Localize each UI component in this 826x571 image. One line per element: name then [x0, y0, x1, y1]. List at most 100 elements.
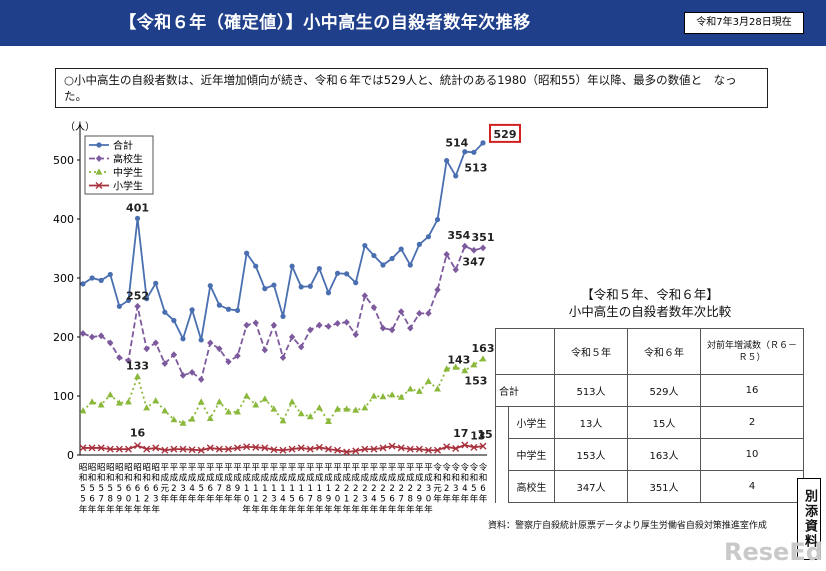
data-point	[470, 246, 478, 254]
data-point	[134, 215, 141, 222]
data-point	[479, 442, 487, 450]
x-tick-label: 令和 4 年	[461, 461, 470, 505]
data-point	[406, 445, 414, 453]
table-cell-elementary-diff: 2	[700, 406, 804, 439]
data-point	[252, 401, 260, 408]
data-point	[179, 419, 187, 426]
data-label: 354	[447, 229, 470, 242]
data-point	[334, 270, 341, 276]
data-point	[98, 277, 104, 283]
table-cell-high-school-r6: 351人	[627, 470, 701, 503]
table-header-r6: 令和６年	[627, 328, 701, 375]
data-point	[434, 446, 442, 454]
data-label: 153	[464, 375, 487, 388]
data-point	[371, 252, 377, 259]
table-cell-total-diff: 16	[700, 374, 804, 407]
data-point	[243, 321, 250, 329]
data-point	[452, 445, 460, 453]
table-cell-elementary-r5: 13人	[554, 406, 628, 439]
y-tick-label: 500	[53, 154, 74, 167]
data-point	[361, 404, 369, 411]
data-point	[424, 446, 432, 454]
data-point	[388, 326, 396, 334]
x-tick-label: 平成 1 8 年	[315, 462, 324, 515]
data-point	[106, 445, 114, 453]
data-point	[270, 321, 278, 329]
data-point	[407, 324, 414, 332]
data-point	[234, 408, 241, 415]
table-indent-cell	[495, 406, 509, 503]
x-tick-label: 平成 4 年	[188, 462, 197, 505]
data-point	[352, 406, 360, 413]
data-point	[415, 387, 423, 394]
data-label: 143	[447, 354, 470, 367]
y-tick-label: 300	[53, 272, 74, 285]
comparison-table: 令和５年 令和６年 対前年増減数（Ｒ６－Ｒ５） 合計 513人 529人 16 …	[495, 328, 804, 503]
data-point	[79, 407, 87, 414]
data-label: 252	[126, 289, 149, 302]
data-point	[425, 377, 432, 384]
x-tick-label: 平成 8 年	[224, 462, 233, 505]
data-label: 16	[130, 427, 146, 440]
data-point	[379, 392, 387, 400]
x-tick-label: 平成元年	[161, 462, 170, 505]
data-point	[397, 393, 405, 400]
x-tick-label: 平成 1 0 年	[242, 462, 251, 515]
x-tick-label: 平成 1 5 年	[288, 462, 297, 515]
data-point	[288, 333, 296, 341]
data-label: 351	[472, 231, 495, 244]
legend-swatch-marker	[95, 168, 103, 175]
legend-entry: 中学生	[113, 166, 143, 179]
data-point	[316, 265, 322, 272]
data-point	[361, 445, 369, 453]
data-point	[252, 319, 259, 327]
source-note: 資料：警察庁自殺統計原票データより厚生労働省自殺対策推進室作成	[488, 521, 767, 531]
data-point	[307, 283, 313, 289]
chart-data-labels: 401 252 133 16 514 513 529 354 347 351 143 153 163 17…	[126, 123, 521, 442]
table-cell-junior-high-diff: 10	[700, 438, 804, 471]
data-point	[315, 443, 323, 451]
data-point	[480, 140, 486, 146]
data-point	[370, 445, 378, 453]
legend-swatch-marker	[96, 142, 102, 148]
x-tick-label: 平成 2 7 年	[397, 462, 406, 515]
data-point	[234, 307, 241, 314]
data-point	[416, 241, 422, 247]
data-point	[270, 405, 278, 412]
data-point	[243, 443, 251, 451]
data-point	[434, 286, 441, 294]
legend-swatch-marker	[95, 155, 103, 162]
table-cell-junior-high-r5: 153人	[554, 438, 628, 471]
header-bar: 【令和６年（確定値）】小中高生の自殺者数年次推移 令和7年3月28日現在	[0, 0, 826, 46]
data-point	[325, 290, 332, 296]
x-tick-label: 平成 2 8 年	[406, 462, 415, 515]
data-point	[379, 444, 387, 452]
data-point	[406, 385, 414, 392]
data-point	[289, 263, 295, 269]
data-point	[197, 398, 205, 405]
legend-swatch-marker	[95, 182, 103, 189]
data-point	[425, 310, 432, 317]
data-point	[461, 367, 469, 374]
data-point	[353, 280, 359, 286]
x-tick-label: 平成 2 9 年	[415, 462, 424, 515]
data-point	[452, 363, 460, 370]
as-of-date-badge: 令和7年3月28日現在	[684, 12, 804, 34]
data-point	[271, 282, 277, 288]
data-point	[470, 361, 478, 368]
data-point	[180, 336, 186, 342]
data-point	[116, 303, 122, 309]
x-tick-label: 昭和 6 1 年	[133, 462, 142, 515]
data-point	[197, 446, 205, 454]
data-point	[143, 345, 150, 353]
x-tick-label: 平成 1 3 年	[270, 462, 279, 515]
data-point	[324, 445, 332, 453]
data-point	[388, 391, 396, 398]
data-point	[188, 446, 196, 454]
data-point	[352, 447, 360, 455]
data-point	[80, 281, 86, 287]
data-point	[344, 271, 350, 277]
x-tick-label: 平成 1 1 年	[251, 462, 260, 515]
comparison-title: 【令和５年、令和６年】 小中高生の自殺者数年次比較	[520, 286, 780, 320]
